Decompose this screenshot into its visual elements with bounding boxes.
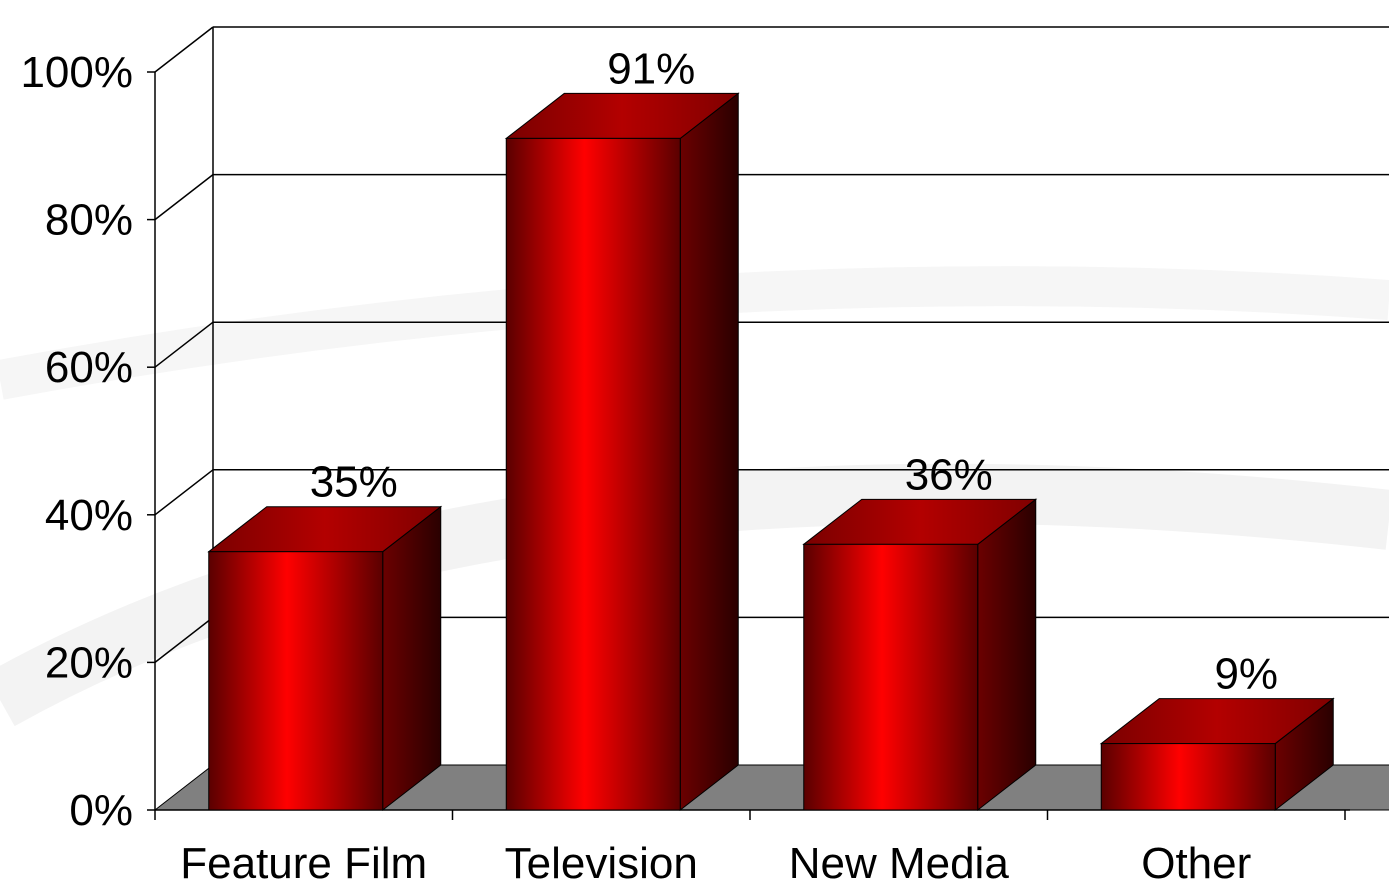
data-label: 91% — [607, 44, 695, 93]
bar-front — [803, 543, 979, 811]
category-label: Television — [505, 839, 698, 886]
y-tick-label: 80% — [45, 196, 133, 245]
y-tick-label: 0% — [69, 786, 133, 835]
bar-1 — [207, 505, 443, 812]
data-label: 35% — [310, 458, 398, 507]
data-label: 36% — [905, 450, 993, 499]
y-tick-label: 20% — [45, 638, 133, 687]
y-tick-label: 40% — [45, 491, 133, 540]
bar-front — [208, 551, 384, 811]
category-label: Feature Film — [180, 839, 427, 886]
bar-front — [1100, 743, 1276, 811]
gridline-diagonal — [154, 174, 214, 221]
gridline-diagonal — [154, 26, 214, 73]
bar-front — [505, 137, 681, 811]
bar-3 — [802, 498, 1038, 812]
gridline-diagonal — [154, 616, 214, 663]
bar-side — [382, 505, 442, 812]
bar-side — [679, 92, 739, 812]
bar-4 — [1099, 697, 1335, 812]
category-label: New Media — [789, 839, 1010, 886]
data-label: 9% — [1214, 650, 1278, 699]
category-label: Other — [1141, 839, 1251, 886]
bar-side — [977, 498, 1037, 812]
gridline-diagonal — [154, 321, 214, 368]
gridline-diagonal — [154, 469, 214, 516]
y-tick-label: 100% — [20, 48, 133, 97]
bar-2 — [504, 92, 740, 812]
y-tick-label: 60% — [45, 343, 133, 392]
